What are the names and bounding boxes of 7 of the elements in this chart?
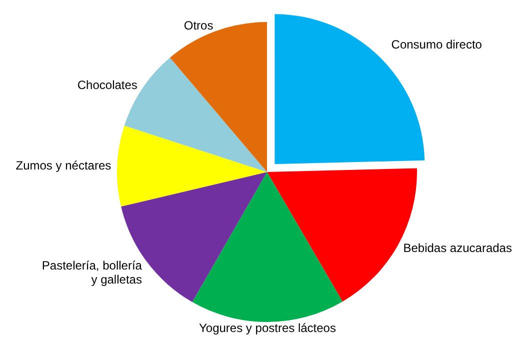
slice-label: Pastelería, bollería y galletas	[42, 258, 142, 286]
slice-label: Otros	[184, 18, 214, 33]
slice-label: Zumos y néctares	[16, 158, 112, 173]
slice-label: Consumo directo	[391, 38, 482, 52]
slice-label: Chocolates	[77, 78, 138, 92]
slice-label: Yogures y postres lácteos	[199, 321, 336, 335]
slice-label: Bebidas azucaradas	[403, 241, 512, 256]
